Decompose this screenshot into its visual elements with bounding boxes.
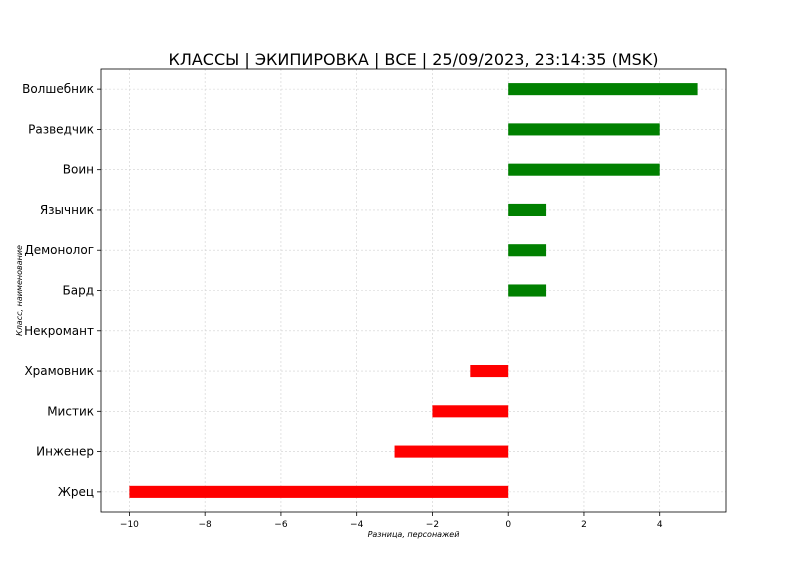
x-tick-label: −10	[120, 520, 139, 530]
x-tick-label: −8	[199, 520, 213, 530]
category-label: Мистик	[47, 404, 94, 418]
bar	[508, 163, 660, 176]
category-label: Храмовник	[24, 364, 94, 378]
x-tick-label: 2	[581, 520, 587, 530]
category-label: Разведчик	[28, 122, 94, 136]
x-tick-label: −2	[426, 520, 439, 530]
bar	[508, 244, 547, 257]
category-label: Жрец	[58, 485, 94, 499]
bar	[508, 123, 660, 136]
category-label: Инженер	[36, 445, 94, 459]
category-label: Язычник	[40, 203, 94, 217]
x-tick-label: −6	[274, 520, 288, 530]
y-axis-label: Класс, наименование	[15, 245, 24, 336]
bars-layer	[129, 83, 698, 498]
bar	[508, 284, 547, 297]
bar	[129, 485, 509, 498]
y-tick-labels: Волшебник Разведчик Воин Язычник Демонолог Ба…	[22, 82, 101, 499]
category-label: Бард	[63, 284, 95, 298]
bar	[508, 203, 547, 216]
category-label: Демонолог	[24, 243, 94, 257]
category-label: Волшебник	[22, 82, 94, 96]
x-tick-label: 0	[505, 520, 511, 530]
bar	[394, 445, 509, 458]
bar	[470, 365, 509, 378]
bar	[432, 405, 509, 418]
x-tick-labels: −10 −8 −6 −4 −2 0 2 4	[120, 512, 663, 530]
x-axis-label: Разница, персонажей	[368, 530, 460, 539]
x-tick-label: 4	[657, 520, 663, 530]
bar	[508, 83, 698, 96]
chart-title: КЛАССЫ | ЭКИПИРОВКА | ВСЕ | 25/09/2023, …	[168, 50, 658, 69]
category-label: Воин	[63, 163, 94, 177]
x-tick-label: −4	[350, 520, 364, 530]
category-label: Некромант	[24, 324, 94, 338]
